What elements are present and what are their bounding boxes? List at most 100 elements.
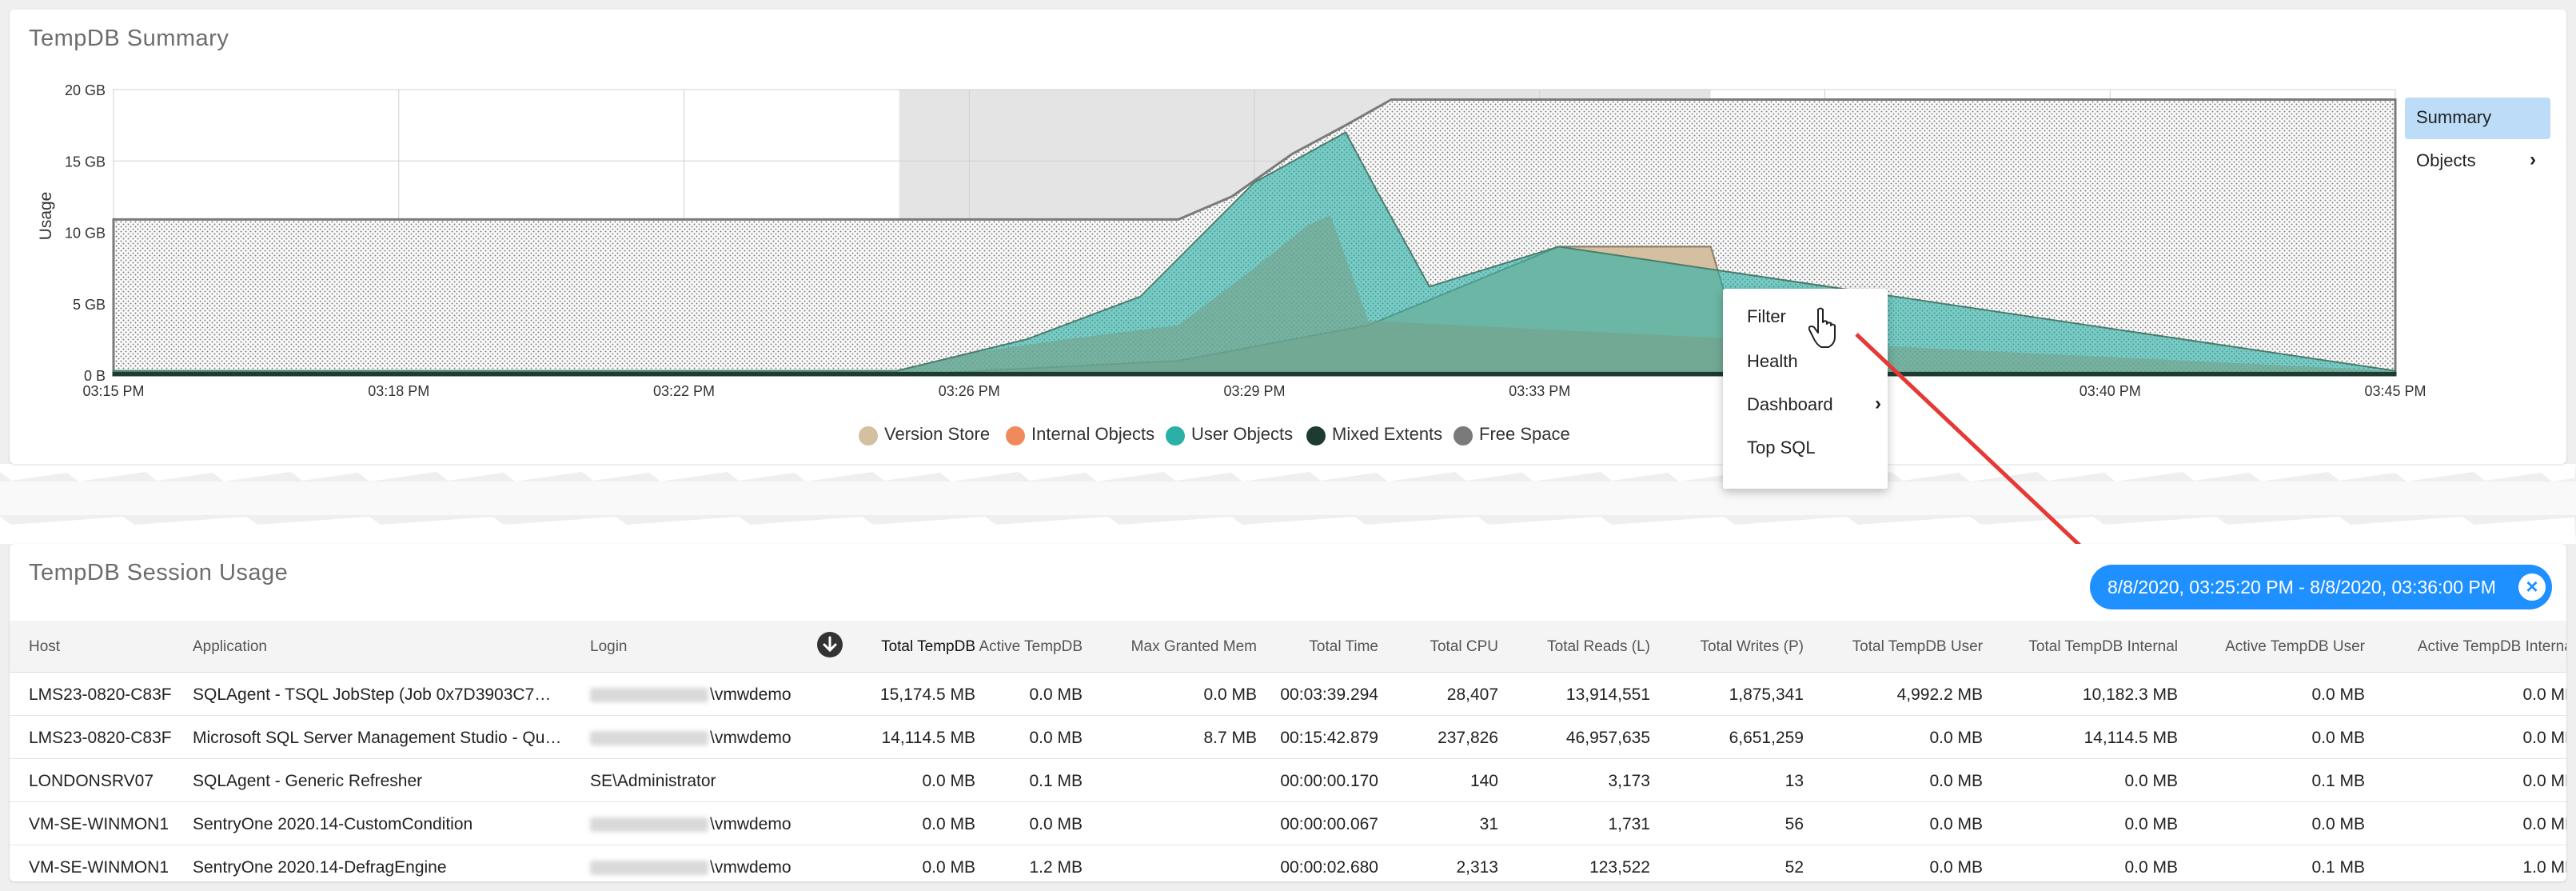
table-cell: LMS23-0820-C83F	[29, 729, 172, 747]
table-cell: SQLAgent - Generic Refresher	[193, 772, 423, 790]
column-header[interactable]: Max Granted Mem	[1130, 638, 1257, 655]
table-cell: 0.0 MB	[922, 858, 975, 877]
redacted-login	[590, 817, 708, 833]
x-tick-label: 03:15 PM	[82, 383, 144, 399]
torn-edge-divider	[0, 464, 2576, 544]
menu-item-top-sql[interactable]: Top SQL	[1747, 438, 1816, 457]
column-header[interactable]: Host	[29, 638, 61, 655]
table-cell: 0.0 MB	[2311, 815, 2365, 833]
close-icon[interactable]: ×	[2518, 573, 2546, 601]
column-header[interactable]: Total Time	[1309, 638, 1378, 655]
table-cell: 4,992.2 MB	[1896, 685, 1983, 704]
table-cell: 13	[1784, 772, 1804, 790]
table-cell: 0.0 MB	[2124, 858, 2178, 877]
table-cell: VM-SE-WINMON1	[29, 858, 169, 877]
table-cell: SentryOne 2020.14-CustomCondition	[193, 815, 473, 833]
table-cell: 00:00:02.680	[1280, 858, 1378, 877]
y-tick-label: 15 GB	[65, 154, 106, 170]
table-cell: 6,651,259	[1729, 729, 1804, 747]
table-cell: 0.0 MB	[1029, 729, 1083, 747]
login-suffix: \vmwdemo	[710, 685, 792, 704]
y-tick-label: 10 GB	[65, 226, 106, 242]
legend-swatch[interactable]	[1306, 426, 1326, 446]
tab-objects[interactable]: Objects ›	[2405, 141, 2550, 182]
y-tick-label: 5 GB	[73, 297, 106, 313]
table-cell: 0.0 MB	[1929, 858, 1983, 877]
legend-label[interactable]: User Objects	[1191, 424, 1294, 444]
column-header[interactable]: Total TempDB	[881, 638, 975, 655]
login-suffix: \vmwdemo	[710, 858, 792, 877]
table-cell: SE\Administrator	[590, 772, 716, 790]
table-cell: 52	[1784, 858, 1804, 877]
column-header[interactable]: Active TempDB Internal	[2417, 638, 2566, 655]
sort-descending-icon[interactable]	[817, 632, 843, 657]
legend-label[interactable]: Mixed Extents	[1332, 424, 1443, 444]
column-header[interactable]: Total TempDB User	[1852, 638, 1983, 655]
session-title: TempDB Session Usage	[29, 560, 289, 585]
table-cell: SentryOne 2020.14-DefragEngine	[193, 858, 447, 877]
table-cell: Microsoft SQL Server Management Studio -…	[193, 729, 562, 747]
tempdb-usage-chart[interactable]: 20 GB 15 GB 10 GB 5 GB 0 B 03:15 PM 03:18 PM 0…	[10, 10, 2566, 464]
table-cell: 13,914,551	[1565, 685, 1650, 704]
menu-item-health[interactable]: Health	[1747, 351, 1798, 371]
menu-item-dashboard-label: Dashboard	[1747, 394, 1833, 414]
column-header[interactable]: Total TempDB Internal	[2028, 638, 2178, 655]
table-cell: 1,731	[1608, 815, 1650, 833]
column-header[interactable]: Total Writes (P)	[1700, 638, 1804, 655]
table-cell: 237,826	[1438, 729, 1498, 747]
login-suffix: \vmwdemo	[710, 729, 792, 747]
table-cell: 0.0 MB	[1929, 772, 1983, 790]
x-tick-label: 03:26 PM	[939, 383, 1000, 399]
column-header[interactable]: Login	[590, 638, 628, 655]
x-tick-label: 03:40 PM	[2080, 383, 2141, 399]
table-cell: LMS23-0820-C83F	[29, 685, 172, 704]
legend-label[interactable]: Version Store	[884, 424, 991, 444]
time-filter-chip[interactable]: 8/8/2020, 03:25:20 PM - 8/8/2020, 03:36:…	[2090, 565, 2552, 609]
menu-item-dashboard[interactable]: Dashboard ›	[1747, 393, 1881, 415]
torn-edge-top	[0, 464, 2576, 481]
y-tick-label: 0 B	[84, 368, 106, 384]
table-cell: 00:00:00.067	[1280, 815, 1378, 833]
table-cell: 28,407	[1446, 685, 1498, 704]
tab-summary[interactable]: Summary	[2405, 98, 2550, 139]
table-row[interactable]: VM-SE-WINMON1 SentryOne 2020.14-DefragEng…	[10, 845, 2566, 881]
table-cell: 0.0 MB	[2311, 685, 2365, 704]
y-tick-label: 20 GB	[65, 82, 106, 98]
legend-label[interactable]: Internal Objects	[1031, 424, 1155, 444]
tempdb-session-usage-panel: TempDB Session Usage Host Application Logi…	[10, 544, 2566, 881]
table-row[interactable]: LONDONSRV07 SQLAgent - Generic Refresher S…	[10, 759, 2566, 802]
table-row[interactable]: VM-SE-WINMON1 SentryOne 2020.14-CustomCon…	[10, 802, 2566, 845]
table-cell: 15,174.5 MB	[879, 685, 975, 704]
table-cell: 0.0 MB	[1029, 815, 1083, 833]
legend-swatch[interactable]	[1453, 426, 1473, 446]
table-cell: 0.1 MB	[2311, 772, 2365, 790]
column-header[interactable]: Active TempDB User	[2225, 638, 2365, 655]
legend-label[interactable]: Free Space	[1479, 424, 1570, 444]
redacted-login	[590, 731, 708, 746]
table-cell: 0.0 MB	[2522, 685, 2566, 704]
column-header[interactable]: Active TempDB	[979, 638, 1083, 655]
legend-swatch[interactable]	[1006, 426, 1025, 446]
x-tick-label: 03:33 PM	[1509, 383, 1570, 399]
legend-swatch[interactable]	[859, 426, 878, 446]
column-header[interactable]: Application	[193, 638, 267, 655]
login-suffix: \vmwdemo	[710, 815, 792, 833]
table-row[interactable]: LMS23-0820-C83F SQLAgent - TSQL JobStep (…	[10, 673, 2566, 716]
table-cell: 0.0 MB	[922, 815, 975, 833]
table-cell: 0.0 MB	[1029, 685, 1083, 704]
legend-swatch[interactable]	[1166, 426, 1185, 446]
table-cell: 1.2 MB	[1029, 858, 1083, 877]
table-cell: 140	[1469, 772, 1498, 790]
column-header[interactable]: Total Reads (L)	[1547, 638, 1650, 655]
menu-item-filter[interactable]: Filter	[1747, 306, 1786, 326]
x-tick-label: 03:22 PM	[653, 383, 715, 399]
x-tick-label: 03:29 PM	[1223, 383, 1285, 399]
table-cell: 0.0 MB	[1203, 685, 1257, 704]
table-cell: 0.0 MB	[2311, 729, 2365, 747]
redacted-login	[590, 861, 708, 876]
column-header[interactable]: Total CPU	[1430, 638, 1498, 655]
table-cell: 46,957,635	[1565, 729, 1650, 747]
table-cell: SQLAgent - TSQL JobStep (Job 0x7D3903C7…	[193, 685, 552, 704]
table-cell: 8.7 MB	[1203, 729, 1257, 747]
table-row[interactable]: LMS23-0820-C83F Microsoft SQL Server Mana…	[10, 716, 2566, 759]
